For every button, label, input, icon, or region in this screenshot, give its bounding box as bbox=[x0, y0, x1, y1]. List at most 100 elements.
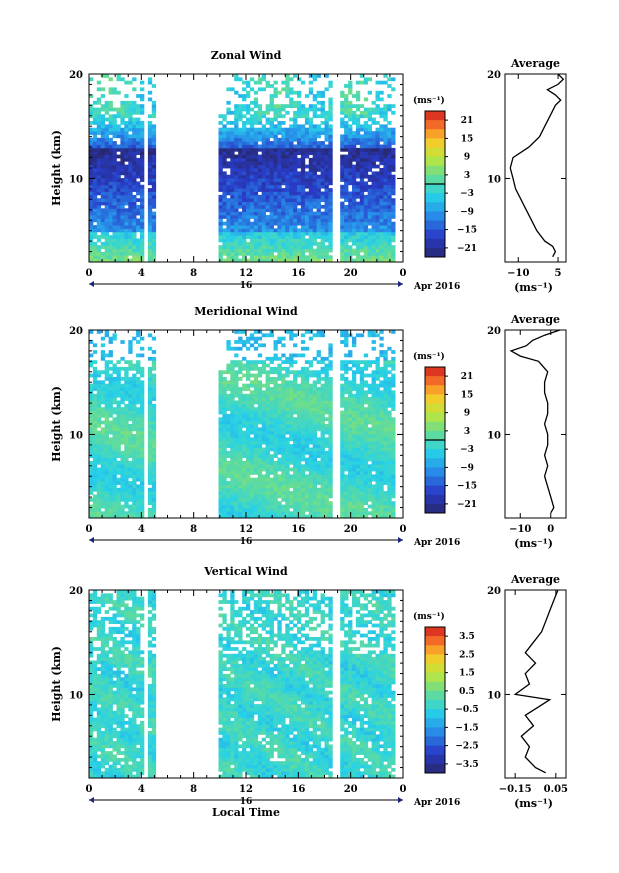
heatmap-cell bbox=[387, 188, 392, 192]
heatmap-cell bbox=[238, 330, 243, 334]
heatmap-cell bbox=[222, 507, 227, 512]
heatmap-cell bbox=[257, 397, 263, 401]
heatmap-cell bbox=[112, 514, 117, 519]
heatmap-cell bbox=[120, 164, 125, 169]
heatmap-cell bbox=[124, 437, 129, 442]
heatmap-cell bbox=[297, 434, 302, 438]
heatmap-cell bbox=[140, 407, 145, 411]
heatmap-cell bbox=[312, 494, 317, 499]
heatmap-cell bbox=[246, 201, 251, 206]
heatmap-cell bbox=[297, 457, 302, 462]
heatmap-cell bbox=[285, 251, 290, 256]
heatmap-cell bbox=[226, 387, 231, 391]
heatmap-cell bbox=[277, 377, 282, 381]
heatmap-cell bbox=[104, 333, 109, 338]
heatmap-cell bbox=[281, 407, 286, 411]
heatmap-cell bbox=[249, 430, 255, 435]
heatmap-cell bbox=[375, 174, 380, 179]
heatmap-cell bbox=[281, 241, 286, 246]
heatmap-cell bbox=[344, 477, 349, 482]
heatmap-cell bbox=[132, 373, 137, 378]
heatmap-cell bbox=[136, 477, 141, 482]
heatmap-cell bbox=[391, 157, 396, 162]
heatmap-cell bbox=[234, 403, 239, 408]
heatmap-cell bbox=[246, 434, 251, 438]
heatmap-cell bbox=[300, 251, 306, 256]
heatmap-cell bbox=[320, 238, 325, 243]
heatmap-cell bbox=[348, 134, 353, 139]
heatmap-cell bbox=[253, 127, 259, 132]
heatmap-cell bbox=[234, 188, 239, 192]
heatmap-cell bbox=[136, 413, 141, 418]
heatmap-cell bbox=[371, 248, 376, 253]
heatmap-cell bbox=[112, 131, 117, 135]
heatmap-cell bbox=[112, 107, 117, 112]
heatmap-cell bbox=[120, 258, 125, 263]
heatmap-cell bbox=[277, 491, 282, 495]
heatmap-cell bbox=[320, 447, 325, 452]
heatmap-cell bbox=[89, 141, 94, 145]
heatmap-cell bbox=[147, 514, 153, 519]
heatmap-cell bbox=[234, 346, 239, 351]
heatmap-cell bbox=[273, 393, 278, 398]
heatmap-cell bbox=[281, 208, 286, 213]
heatmap-cell bbox=[92, 157, 98, 162]
heatmap-cell bbox=[269, 393, 274, 398]
heatmap-cell bbox=[308, 383, 314, 388]
heatmap-cell bbox=[218, 168, 223, 172]
heatmap-cell bbox=[132, 164, 137, 169]
heatmap-cell bbox=[308, 184, 314, 189]
heatmap-cell bbox=[108, 124, 113, 129]
heatmap-cell bbox=[257, 481, 263, 485]
heatmap-cell bbox=[312, 447, 317, 452]
heatmap-cell bbox=[242, 471, 247, 475]
heatmap-cell bbox=[147, 450, 153, 455]
heatmap-cell bbox=[379, 134, 384, 139]
heatmap-cell bbox=[285, 215, 290, 219]
heatmap-cell bbox=[363, 208, 369, 213]
heatmap-cell bbox=[234, 444, 239, 448]
heatmap-cell bbox=[312, 94, 317, 98]
heatmap-cell bbox=[226, 413, 231, 418]
heatmap-cell bbox=[249, 413, 255, 418]
heatmap-cell bbox=[300, 255, 306, 260]
heatmap-cell bbox=[124, 188, 129, 192]
heatmap-cell bbox=[269, 413, 274, 418]
heatmap-cell bbox=[316, 501, 321, 505]
heatmap-cell bbox=[116, 211, 121, 216]
heatmap-cell bbox=[226, 440, 231, 445]
heatmap-cell bbox=[253, 380, 259, 385]
heatmap-cell bbox=[104, 467, 109, 472]
heatmap-cell bbox=[355, 231, 361, 236]
heatmap-cell bbox=[132, 107, 137, 112]
heatmap-cell bbox=[285, 440, 290, 445]
heatmap-cell bbox=[371, 218, 376, 223]
heatmap-cell bbox=[230, 501, 235, 505]
heatmap-cell bbox=[112, 178, 117, 182]
heatmap-cell bbox=[147, 178, 153, 182]
heatmap-cell bbox=[297, 231, 302, 236]
heatmap-cell bbox=[112, 201, 117, 206]
heatmap-cell bbox=[273, 181, 278, 186]
heatmap-cell bbox=[355, 121, 361, 125]
heatmap-cell bbox=[147, 370, 153, 375]
heatmap-cell bbox=[140, 238, 145, 243]
heatmap-cell bbox=[116, 251, 121, 256]
heatmap-cell bbox=[257, 420, 263, 425]
heatmap-cell bbox=[328, 174, 333, 179]
heatmap-cell bbox=[277, 141, 282, 145]
heatmap-cell bbox=[108, 474, 113, 479]
heatmap-cell bbox=[355, 134, 361, 139]
heatmap-cell bbox=[140, 390, 145, 395]
heatmap-cell bbox=[230, 380, 235, 385]
heatmap-cell bbox=[242, 134, 247, 139]
heatmap-cell bbox=[96, 235, 102, 239]
heatmap-cell bbox=[116, 147, 121, 152]
heatmap-cell bbox=[312, 464, 317, 469]
heatmap-cell bbox=[320, 457, 325, 462]
heatmap-cell bbox=[222, 147, 227, 152]
heatmap-cell bbox=[277, 370, 282, 375]
heatmap-cell bbox=[249, 137, 255, 142]
heatmap-cell bbox=[124, 397, 129, 401]
heatmap-cell bbox=[136, 333, 141, 338]
